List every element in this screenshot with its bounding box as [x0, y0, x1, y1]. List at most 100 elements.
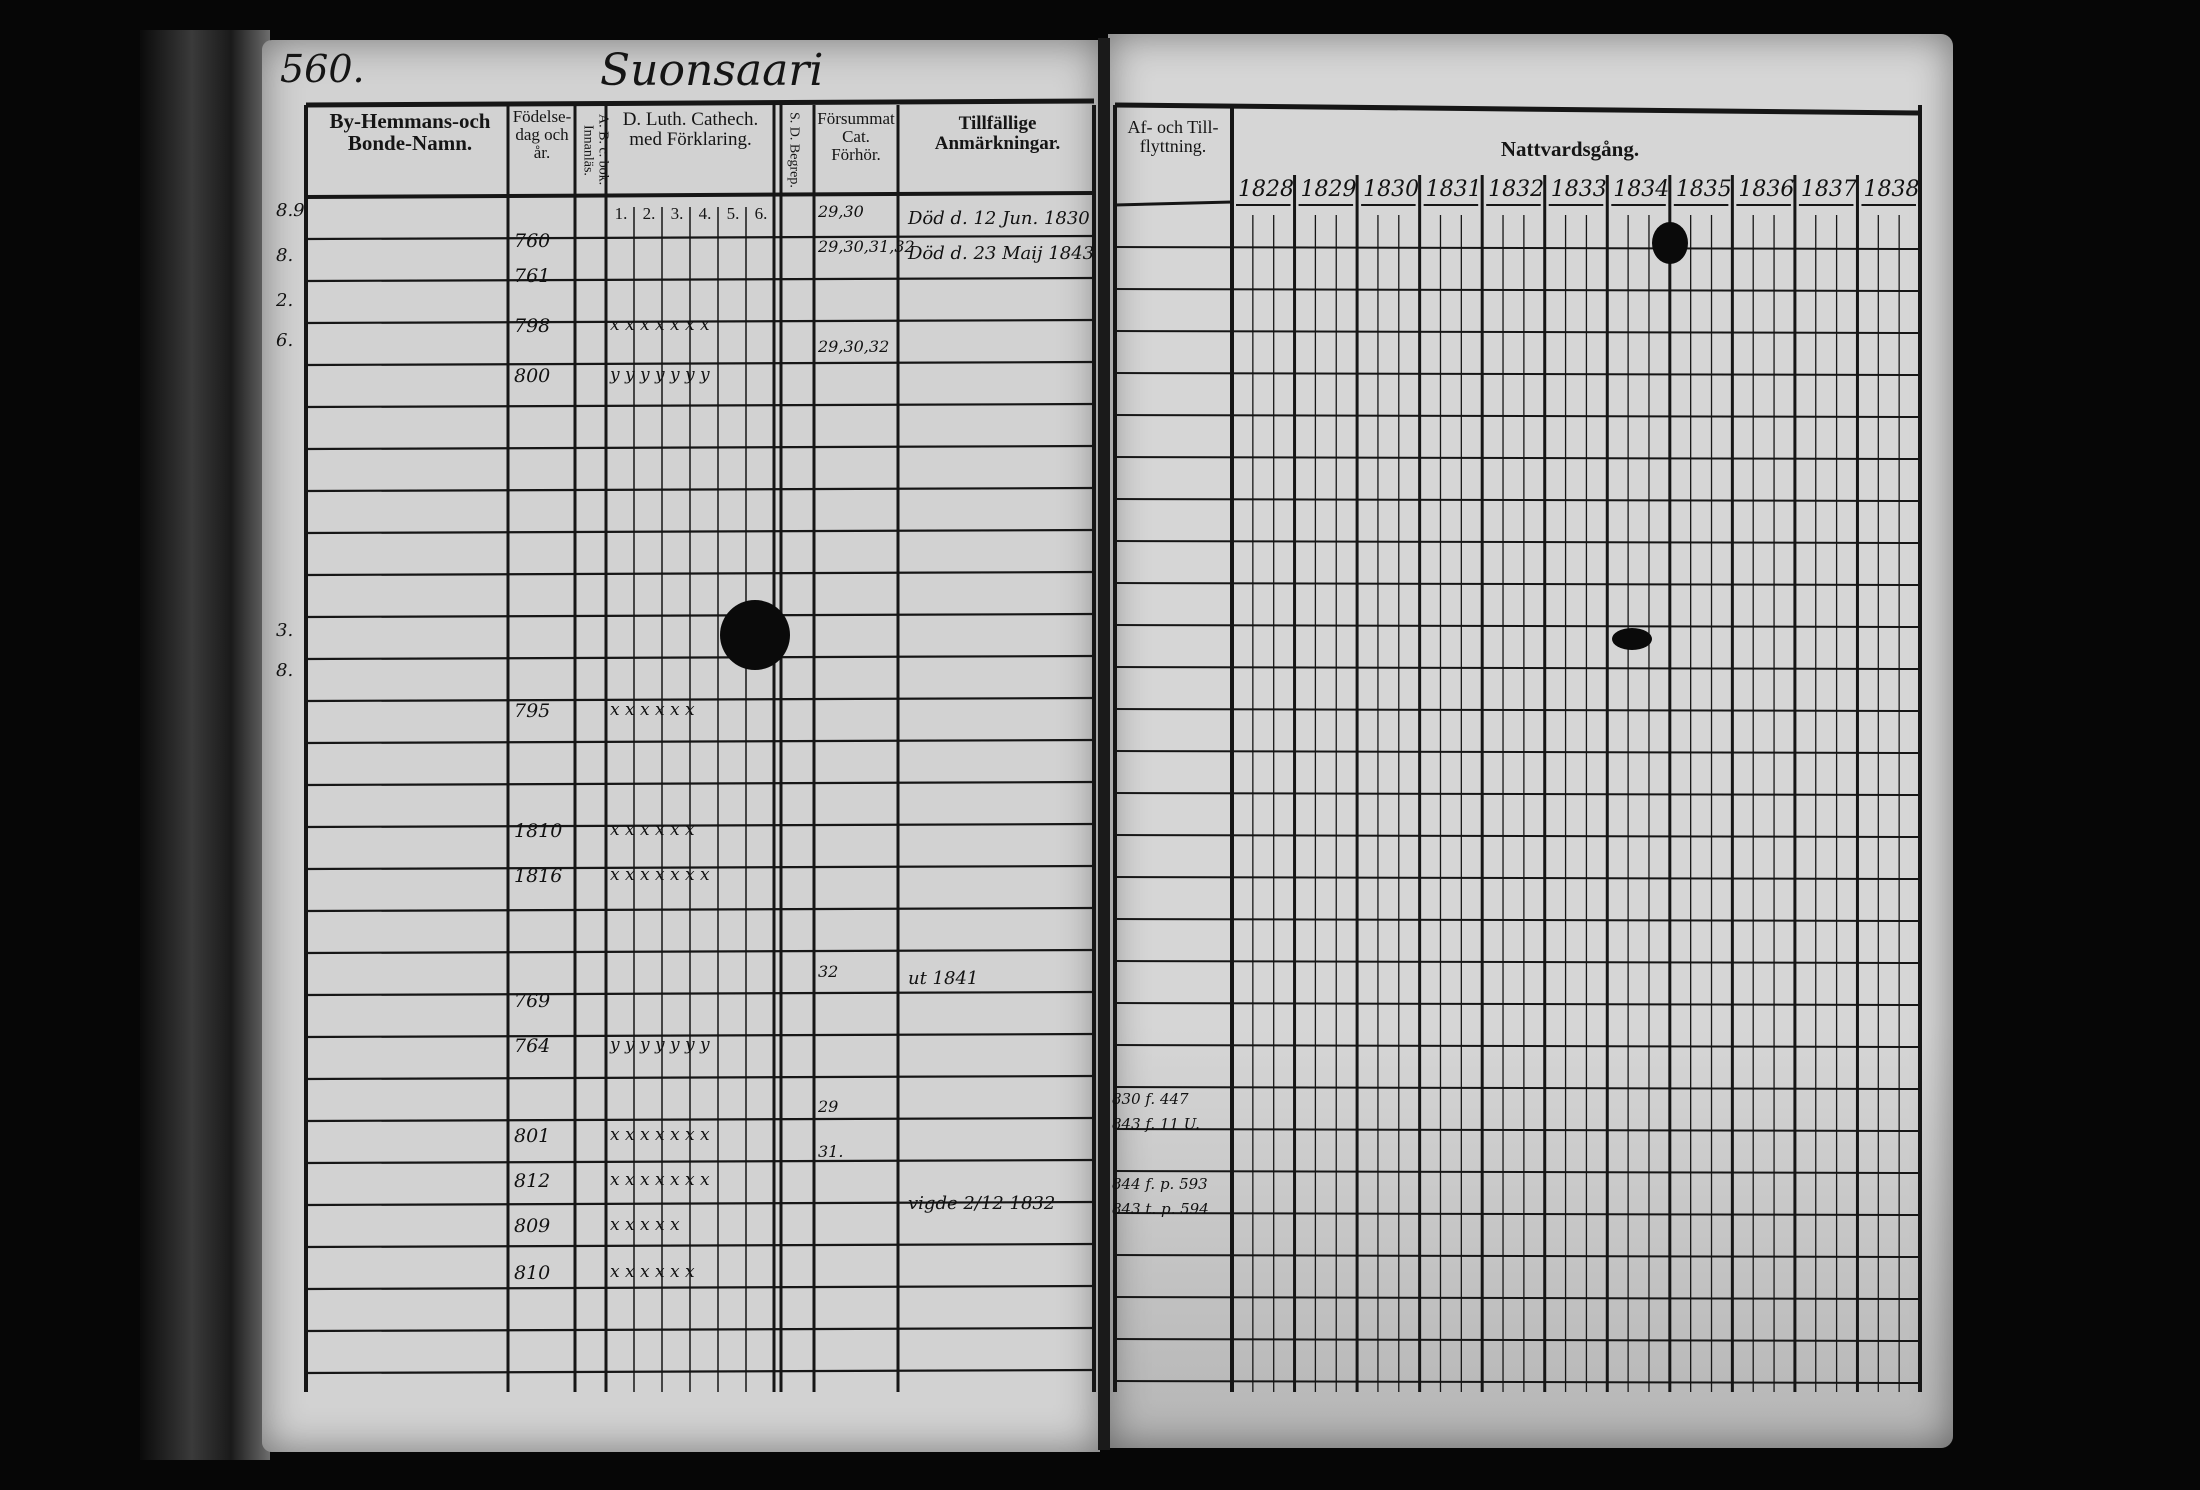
row-rule	[305, 276, 1095, 283]
row-rule	[1114, 372, 1921, 376]
header-ds: S. D. Begrep.	[786, 112, 802, 188]
catechism-subcolumn-number: 3.	[670, 204, 684, 223]
row-rule	[305, 864, 1095, 871]
birth-year: 801	[514, 1125, 551, 1147]
row-rule	[305, 654, 1095, 661]
row-margin-mark: 2.	[276, 290, 294, 311]
missed-examinations: 29	[818, 1097, 839, 1116]
row-rule	[1114, 1128, 1921, 1132]
year-header: 1835	[1675, 177, 1732, 202]
header-missed: Försummat Cat. Förhör.	[817, 109, 895, 164]
catechism-marks: y y y y y y y	[610, 365, 710, 385]
row-rule	[305, 822, 1095, 829]
remark-note: Död d. 12 Jun. 1830	[908, 208, 1090, 229]
year-header: 1834	[1613, 177, 1670, 202]
remark-note: ut 1841	[908, 968, 979, 989]
birth-year: 1816	[514, 865, 563, 887]
header-moves: Af- och Till-flyttning.	[1127, 117, 1219, 156]
row-rule	[1114, 1296, 1921, 1300]
row-rule	[1114, 918, 1921, 922]
row-rule	[305, 1200, 1095, 1207]
missed-examinations: 29,30,31,32	[818, 237, 915, 256]
birth-year: 800	[514, 365, 551, 387]
row-rule	[1114, 582, 1921, 586]
year-header: 1828	[1238, 177, 1294, 202]
row-rule	[305, 1116, 1095, 1123]
header-birth: Födelse-dag och år.	[512, 107, 572, 162]
ink-blot	[720, 600, 790, 670]
year-header: 1829	[1300, 177, 1357, 202]
row-rule	[305, 528, 1095, 535]
row-rule	[1114, 834, 1921, 838]
row-rule	[305, 1242, 1095, 1249]
row-margin-mark: 3.	[276, 620, 294, 641]
row-rule	[1114, 1002, 1921, 1006]
row-rule	[305, 780, 1095, 787]
catechism-marks: x x x x x x x	[610, 1170, 710, 1190]
birth-year: 798	[514, 315, 551, 337]
row-rule	[1114, 330, 1921, 334]
row-rule	[1114, 414, 1921, 418]
catechism-marks: y y y y y y y	[610, 1035, 710, 1055]
birth-year: 769	[514, 990, 551, 1012]
catechism-marks: x x x x x x x	[610, 315, 710, 335]
row-rule	[1114, 456, 1921, 460]
missed-examinations: 32	[818, 962, 839, 981]
row-rule	[1114, 666, 1921, 670]
catechism-marks: x x x x x x	[610, 820, 695, 840]
missed-examinations: 31.	[818, 1142, 844, 1161]
row-rule	[305, 1158, 1095, 1165]
row-rule	[305, 1032, 1095, 1039]
header-bottom-rule	[1114, 200, 1233, 207]
row-rule	[305, 234, 1095, 241]
remark-note: Död d. 23 Maij 1843	[908, 243, 1095, 264]
row-rule	[305, 1368, 1095, 1375]
missed-examinations: 29,30	[818, 202, 864, 221]
row-rule	[305, 906, 1095, 913]
row-margin-mark: 8.	[276, 245, 294, 266]
table-top-rule	[305, 98, 1095, 108]
birth-year: 812	[514, 1170, 551, 1192]
row-rule	[1114, 1086, 1921, 1090]
header-abc: A. B. c. bok. Innanläs.	[580, 114, 611, 186]
row-rule	[1114, 1380, 1921, 1384]
left-page	[262, 40, 1100, 1452]
row-rule	[1114, 708, 1921, 712]
header-communion: Nattvardsgång.	[1500, 137, 1640, 161]
year-header: 1837	[1800, 177, 1857, 202]
year-header: 1832	[1488, 177, 1545, 202]
birth-year: 1810	[514, 820, 563, 842]
row-rule	[305, 360, 1095, 367]
birth-year: 761	[514, 265, 551, 287]
header-bottom-rule	[305, 191, 1095, 199]
year-header: 1838	[1863, 177, 1920, 202]
year-header: 1833	[1550, 177, 1607, 202]
year-header: 1830	[1363, 177, 1420, 202]
move-note: 843 f. 11 U.	[1112, 1115, 1200, 1133]
row-rule	[305, 696, 1095, 703]
row-rule	[305, 570, 1095, 577]
row-rule	[305, 990, 1095, 997]
row-rule	[1114, 1254, 1921, 1258]
remark-note: vigde 2/12 1832	[908, 1193, 1056, 1214]
row-rule	[305, 444, 1095, 451]
row-margin-mark: 8.	[276, 660, 294, 681]
row-rule	[1114, 1338, 1921, 1342]
row-rule	[1114, 876, 1921, 880]
row-rule	[1114, 960, 1921, 964]
ink-blot	[1652, 222, 1688, 264]
catechism-subcolumn-number: 2.	[642, 204, 656, 223]
row-rule	[305, 402, 1095, 409]
birth-year: 764	[514, 1035, 551, 1057]
row-rule	[1114, 1170, 1921, 1174]
ink-blot	[1612, 628, 1652, 650]
row-rule	[1114, 1044, 1921, 1048]
catechism-subcolumn-number: 1.	[614, 204, 628, 223]
birth-year: 760	[514, 230, 551, 252]
row-rule	[1114, 498, 1921, 502]
birth-year: 810	[514, 1262, 551, 1284]
move-note: 844 f. p. 593	[1112, 1175, 1208, 1193]
catechism-marks: x x x x x x	[610, 700, 695, 720]
row-rule	[305, 948, 1095, 955]
